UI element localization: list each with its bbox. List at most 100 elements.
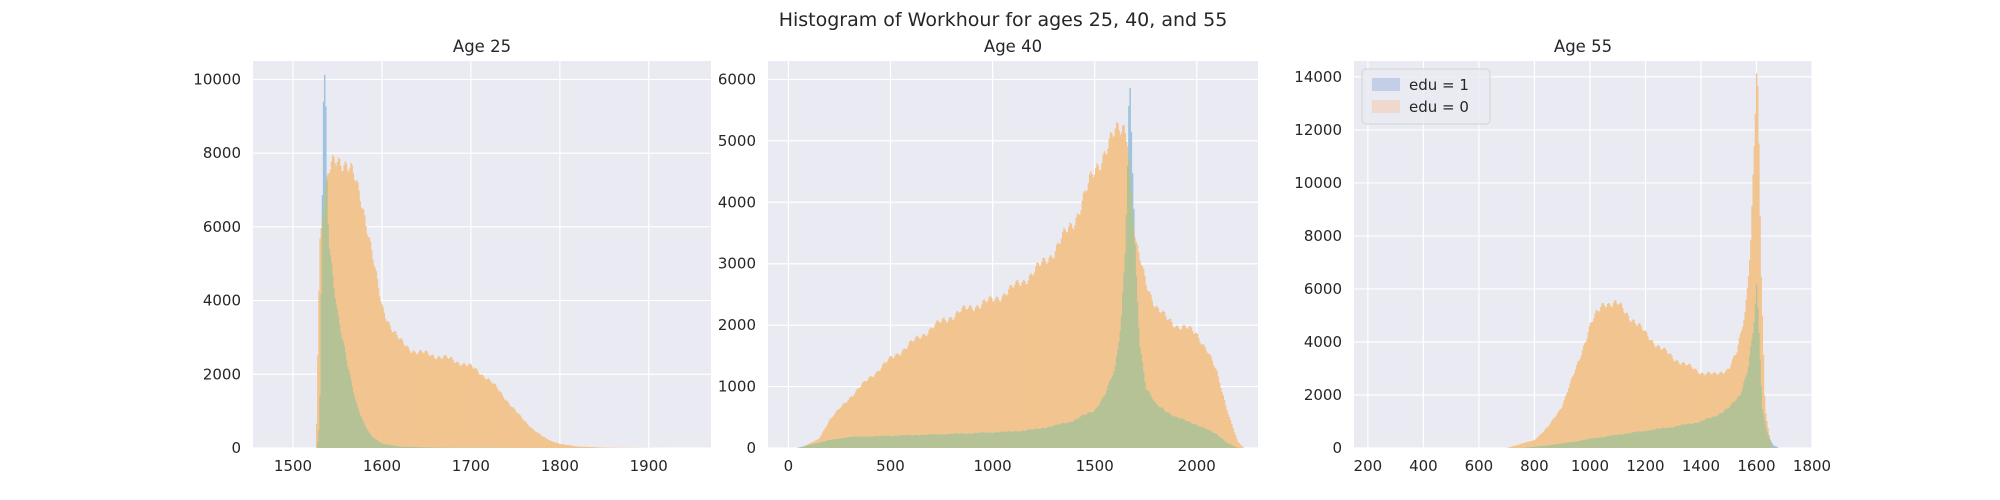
bar-edu0 <box>1703 374 1705 421</box>
bar-overlap <box>941 434 944 448</box>
bar-overlap <box>866 436 868 448</box>
bar-edu0 <box>1711 374 1713 418</box>
bar-overlap <box>815 443 818 448</box>
bar-edu0 <box>1618 304 1620 435</box>
bar-overlap <box>1645 431 1648 448</box>
bar-edu0 <box>1049 255 1052 427</box>
bar-edu0 <box>1201 344 1204 427</box>
bar-edu0 <box>808 443 810 445</box>
bar-overlap <box>1022 430 1025 448</box>
bar-overlap <box>1674 426 1677 448</box>
bar-overlap <box>1562 443 1564 448</box>
bar-edu0 <box>1754 113 1757 304</box>
bar-overlap <box>1085 414 1087 448</box>
bar-overlap <box>1548 445 1551 448</box>
bar-edu0 <box>1232 428 1234 446</box>
bar-overlap <box>901 434 904 448</box>
bar-edu0 <box>1509 446 1512 448</box>
y-tick-label: 2000 <box>718 316 756 334</box>
bar-overlap <box>1538 446 1540 448</box>
bar-edu0 <box>1139 260 1141 348</box>
bar-overlap <box>1605 436 1608 448</box>
bar-overlap <box>392 445 395 448</box>
bar-overlap <box>915 434 917 448</box>
bar-edu0 <box>1242 446 1244 448</box>
bar-edu0 <box>593 447 595 448</box>
bar-edu0 <box>892 358 895 436</box>
bar-edu0 <box>1736 352 1738 399</box>
bar-overlap <box>358 411 360 448</box>
x-tick-label: 500 <box>876 457 905 475</box>
bar-edu0 <box>1024 280 1026 431</box>
bar-edu0 <box>582 446 585 448</box>
bar-edu0 <box>917 336 919 436</box>
bar-overlap <box>1537 446 1539 448</box>
bar-edu0 <box>345 163 348 361</box>
bar-edu0 <box>1539 434 1541 447</box>
bar-edu0 <box>1650 339 1652 430</box>
bar-edu0 <box>335 166 337 305</box>
bar-overlap <box>1150 396 1152 448</box>
bar-overlap <box>1174 416 1177 448</box>
bar-overlap <box>1550 444 1553 448</box>
bar-edu0 <box>913 340 916 435</box>
panel-title: Age 25 <box>453 37 511 56</box>
bar-edu0 <box>1095 167 1097 409</box>
bar-edu0 <box>858 388 861 437</box>
bar-edu0 <box>551 441 554 448</box>
bar-edu1 <box>1131 173 1134 212</box>
bar-overlap <box>1038 428 1041 448</box>
bar-edu0 <box>356 180 358 404</box>
bar-overlap <box>1091 412 1093 448</box>
bar-edu0 <box>832 415 835 440</box>
bar-edu0 <box>1065 232 1068 424</box>
x-tick-label: 200 <box>1354 457 1383 475</box>
bar-edu0 <box>412 351 414 447</box>
bar-overlap <box>1124 253 1126 448</box>
bar-overlap <box>1060 423 1063 448</box>
bar-overlap <box>1096 407 1098 448</box>
bar-overlap <box>1561 443 1563 448</box>
bar-overlap <box>1584 439 1586 448</box>
bar-edu0 <box>1022 279 1025 431</box>
bar-edu0 <box>485 379 487 448</box>
bar-overlap <box>1058 424 1060 448</box>
bar-edu0 <box>1031 274 1033 430</box>
bar-edu0 <box>807 444 809 446</box>
bar-overlap <box>425 447 428 448</box>
bar-overlap <box>1131 211 1134 448</box>
bar-overlap <box>369 434 372 448</box>
bar-overlap <box>1672 427 1674 448</box>
bar-overlap <box>1690 424 1693 448</box>
bar-edu0 <box>1694 368 1696 423</box>
bar-edu0 <box>1602 303 1604 438</box>
bar-overlap <box>1602 437 1604 448</box>
bar-edu0 <box>1523 443 1525 448</box>
bar-edu0 <box>1648 339 1650 431</box>
bar-edu0 <box>990 298 993 433</box>
bar-edu0 <box>1086 190 1089 414</box>
bar-edu0 <box>910 340 912 436</box>
bar-overlap <box>356 403 358 448</box>
bar-edu0 <box>820 434 823 442</box>
bar-edu0 <box>1534 439 1537 447</box>
bar-edu0 <box>1234 434 1237 447</box>
bar-overlap <box>1186 421 1189 448</box>
bar-edu0 <box>1137 252 1140 328</box>
bar-overlap <box>376 440 379 448</box>
bar-overlap <box>1558 443 1561 448</box>
bar-edu0 <box>563 444 565 448</box>
bar-edu0 <box>1584 343 1586 440</box>
bar-overlap <box>951 434 954 448</box>
bar-edu0 <box>1546 427 1548 446</box>
bar-overlap <box>968 433 971 448</box>
bar-edu0 <box>1036 262 1038 429</box>
bar-overlap <box>939 434 942 448</box>
bar-overlap <box>1613 434 1616 448</box>
bar-overlap <box>990 432 993 448</box>
bar-overlap <box>1713 416 1715 448</box>
bar-overlap <box>1133 226 1135 448</box>
bar-edu0 <box>369 241 372 435</box>
bar-edu0 <box>571 445 573 448</box>
bar-overlap <box>367 431 369 448</box>
